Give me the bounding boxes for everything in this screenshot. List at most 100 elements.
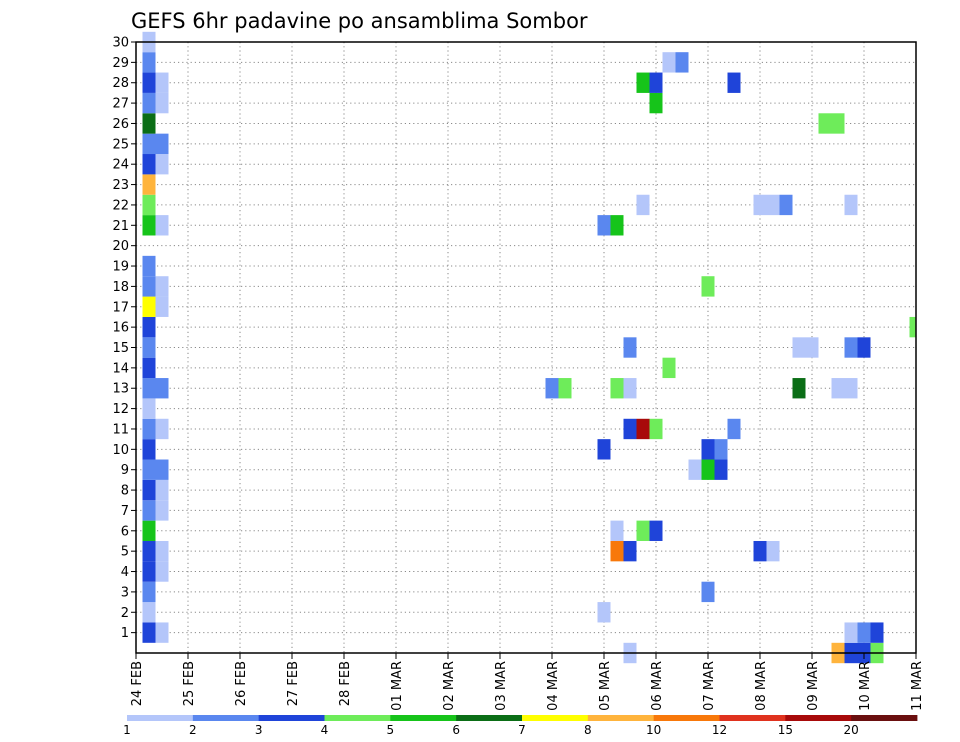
precip-cell (792, 337, 806, 358)
precip-cell (675, 52, 689, 73)
precip-cell (142, 296, 156, 317)
x-tick-label: 08 MAR (754, 661, 769, 711)
precip-cell (142, 113, 156, 134)
precip-cell (831, 378, 845, 399)
precip-cell (142, 133, 156, 155)
precip-cell (155, 500, 169, 521)
precip-cell (155, 378, 169, 399)
y-axis: 1234567891011121314151617181920212223242… (112, 36, 136, 641)
colorbar-swatch (653, 715, 720, 721)
colorbar-label: 1 (123, 723, 131, 737)
colorbar-swatch (324, 715, 391, 721)
precip-cell (844, 194, 858, 216)
precip-cell (714, 439, 728, 460)
colorbar-swatch (719, 715, 786, 721)
y-tick-label: 23 (112, 178, 129, 193)
y-tick-label: 9 (121, 463, 129, 478)
colorbar-label: 6 (452, 723, 460, 737)
precip-cell (142, 418, 156, 440)
precip-cell (142, 174, 156, 195)
colorbar-label: 4 (321, 723, 329, 737)
precip-cell (688, 459, 702, 480)
colorbar-label: 15 (778, 723, 793, 737)
precip-cell (792, 378, 806, 399)
y-tick-label: 17 (112, 300, 129, 315)
y-tick-label: 20 (112, 239, 129, 254)
precip-cell (155, 459, 169, 480)
y-tick-label: 27 (112, 97, 129, 112)
precip-cell (636, 520, 650, 541)
precip-cell (766, 194, 780, 216)
precip-cell (818, 113, 832, 134)
precip-cell (142, 622, 156, 643)
x-tick-label: 06 MAR (650, 661, 665, 711)
precip-cell (142, 92, 156, 114)
x-tick-label: 05 MAR (598, 661, 613, 711)
precip-cell (831, 113, 845, 134)
precip-cell (142, 500, 156, 521)
precip-cell (142, 52, 156, 73)
precip-cell (142, 459, 156, 480)
precip-cell (142, 398, 156, 419)
precip-cell (844, 378, 858, 399)
x-tick-label: 07 MAR (702, 661, 717, 711)
x-axis: 24 FEB 25 FEB 26 FEB 27 FEB 28 FEB 01 MAR 02 M… (130, 653, 925, 711)
precip-cell (142, 602, 156, 623)
y-tick-label: 7 (121, 504, 129, 519)
colorbar-label: 3 (255, 723, 263, 737)
y-tick-label: 26 (112, 117, 129, 132)
precip-cell (155, 154, 169, 175)
x-tick-label: 26 FEB (234, 661, 249, 706)
precip-cell (662, 357, 676, 379)
x-tick-label: 04 MAR (546, 661, 561, 711)
precip-cell (649, 520, 663, 541)
precip-cell (610, 520, 624, 541)
precip-cell (779, 194, 793, 216)
chart-title: GEFS 6hr padavine po ansamblima Sombor (131, 9, 588, 33)
precip-cell (597, 602, 611, 623)
precip-cell (623, 540, 637, 562)
y-tick-label: 25 (112, 137, 129, 152)
colorbar-swatch (127, 715, 194, 721)
precip-cell (610, 540, 624, 562)
precip-cell (142, 540, 156, 562)
precip-cell (909, 316, 916, 338)
precip-cell (805, 337, 819, 358)
precip-cell (636, 72, 650, 93)
y-tick-label: 29 (112, 56, 129, 71)
precip-cell (636, 194, 650, 216)
x-tick-label: 25 FEB (182, 661, 197, 706)
precip-cell (623, 418, 637, 440)
precip-cell (701, 439, 715, 460)
x-tick-label: 02 MAR (442, 661, 457, 711)
colorbar-swatch (456, 715, 523, 721)
y-tick-label: 6 (121, 524, 129, 539)
precip-cell (701, 459, 715, 480)
precip-cell (142, 72, 156, 93)
precip-cell (142, 276, 156, 297)
colorbar-swatch (851, 715, 918, 721)
precip-cell (753, 194, 767, 216)
x-tick-label: 09 MAR (806, 661, 821, 711)
y-tick-label: 16 (112, 321, 129, 336)
precip-cell (142, 215, 156, 236)
precip-cell (701, 581, 715, 603)
y-tick-label: 2 (121, 606, 129, 621)
colorbar-swatch (258, 715, 325, 721)
y-tick-label: 30 (112, 36, 129, 51)
x-tick-label: 11 MAR (910, 661, 925, 711)
y-tick-label: 5 (121, 545, 129, 560)
y-tick-label: 19 (112, 260, 129, 275)
precip-cell (623, 337, 637, 358)
y-tick-label: 10 (112, 443, 129, 458)
y-tick-label: 18 (112, 280, 129, 295)
y-tick-label: 13 (112, 382, 129, 397)
x-tick-label: 24 FEB (130, 661, 145, 706)
precip-cell (155, 92, 169, 114)
y-tick-label: 24 (112, 158, 129, 173)
precip-cell (155, 561, 169, 582)
precip-cell (142, 520, 156, 541)
colorbar-swatch (785, 715, 852, 721)
y-tick-label: 21 (112, 219, 129, 234)
